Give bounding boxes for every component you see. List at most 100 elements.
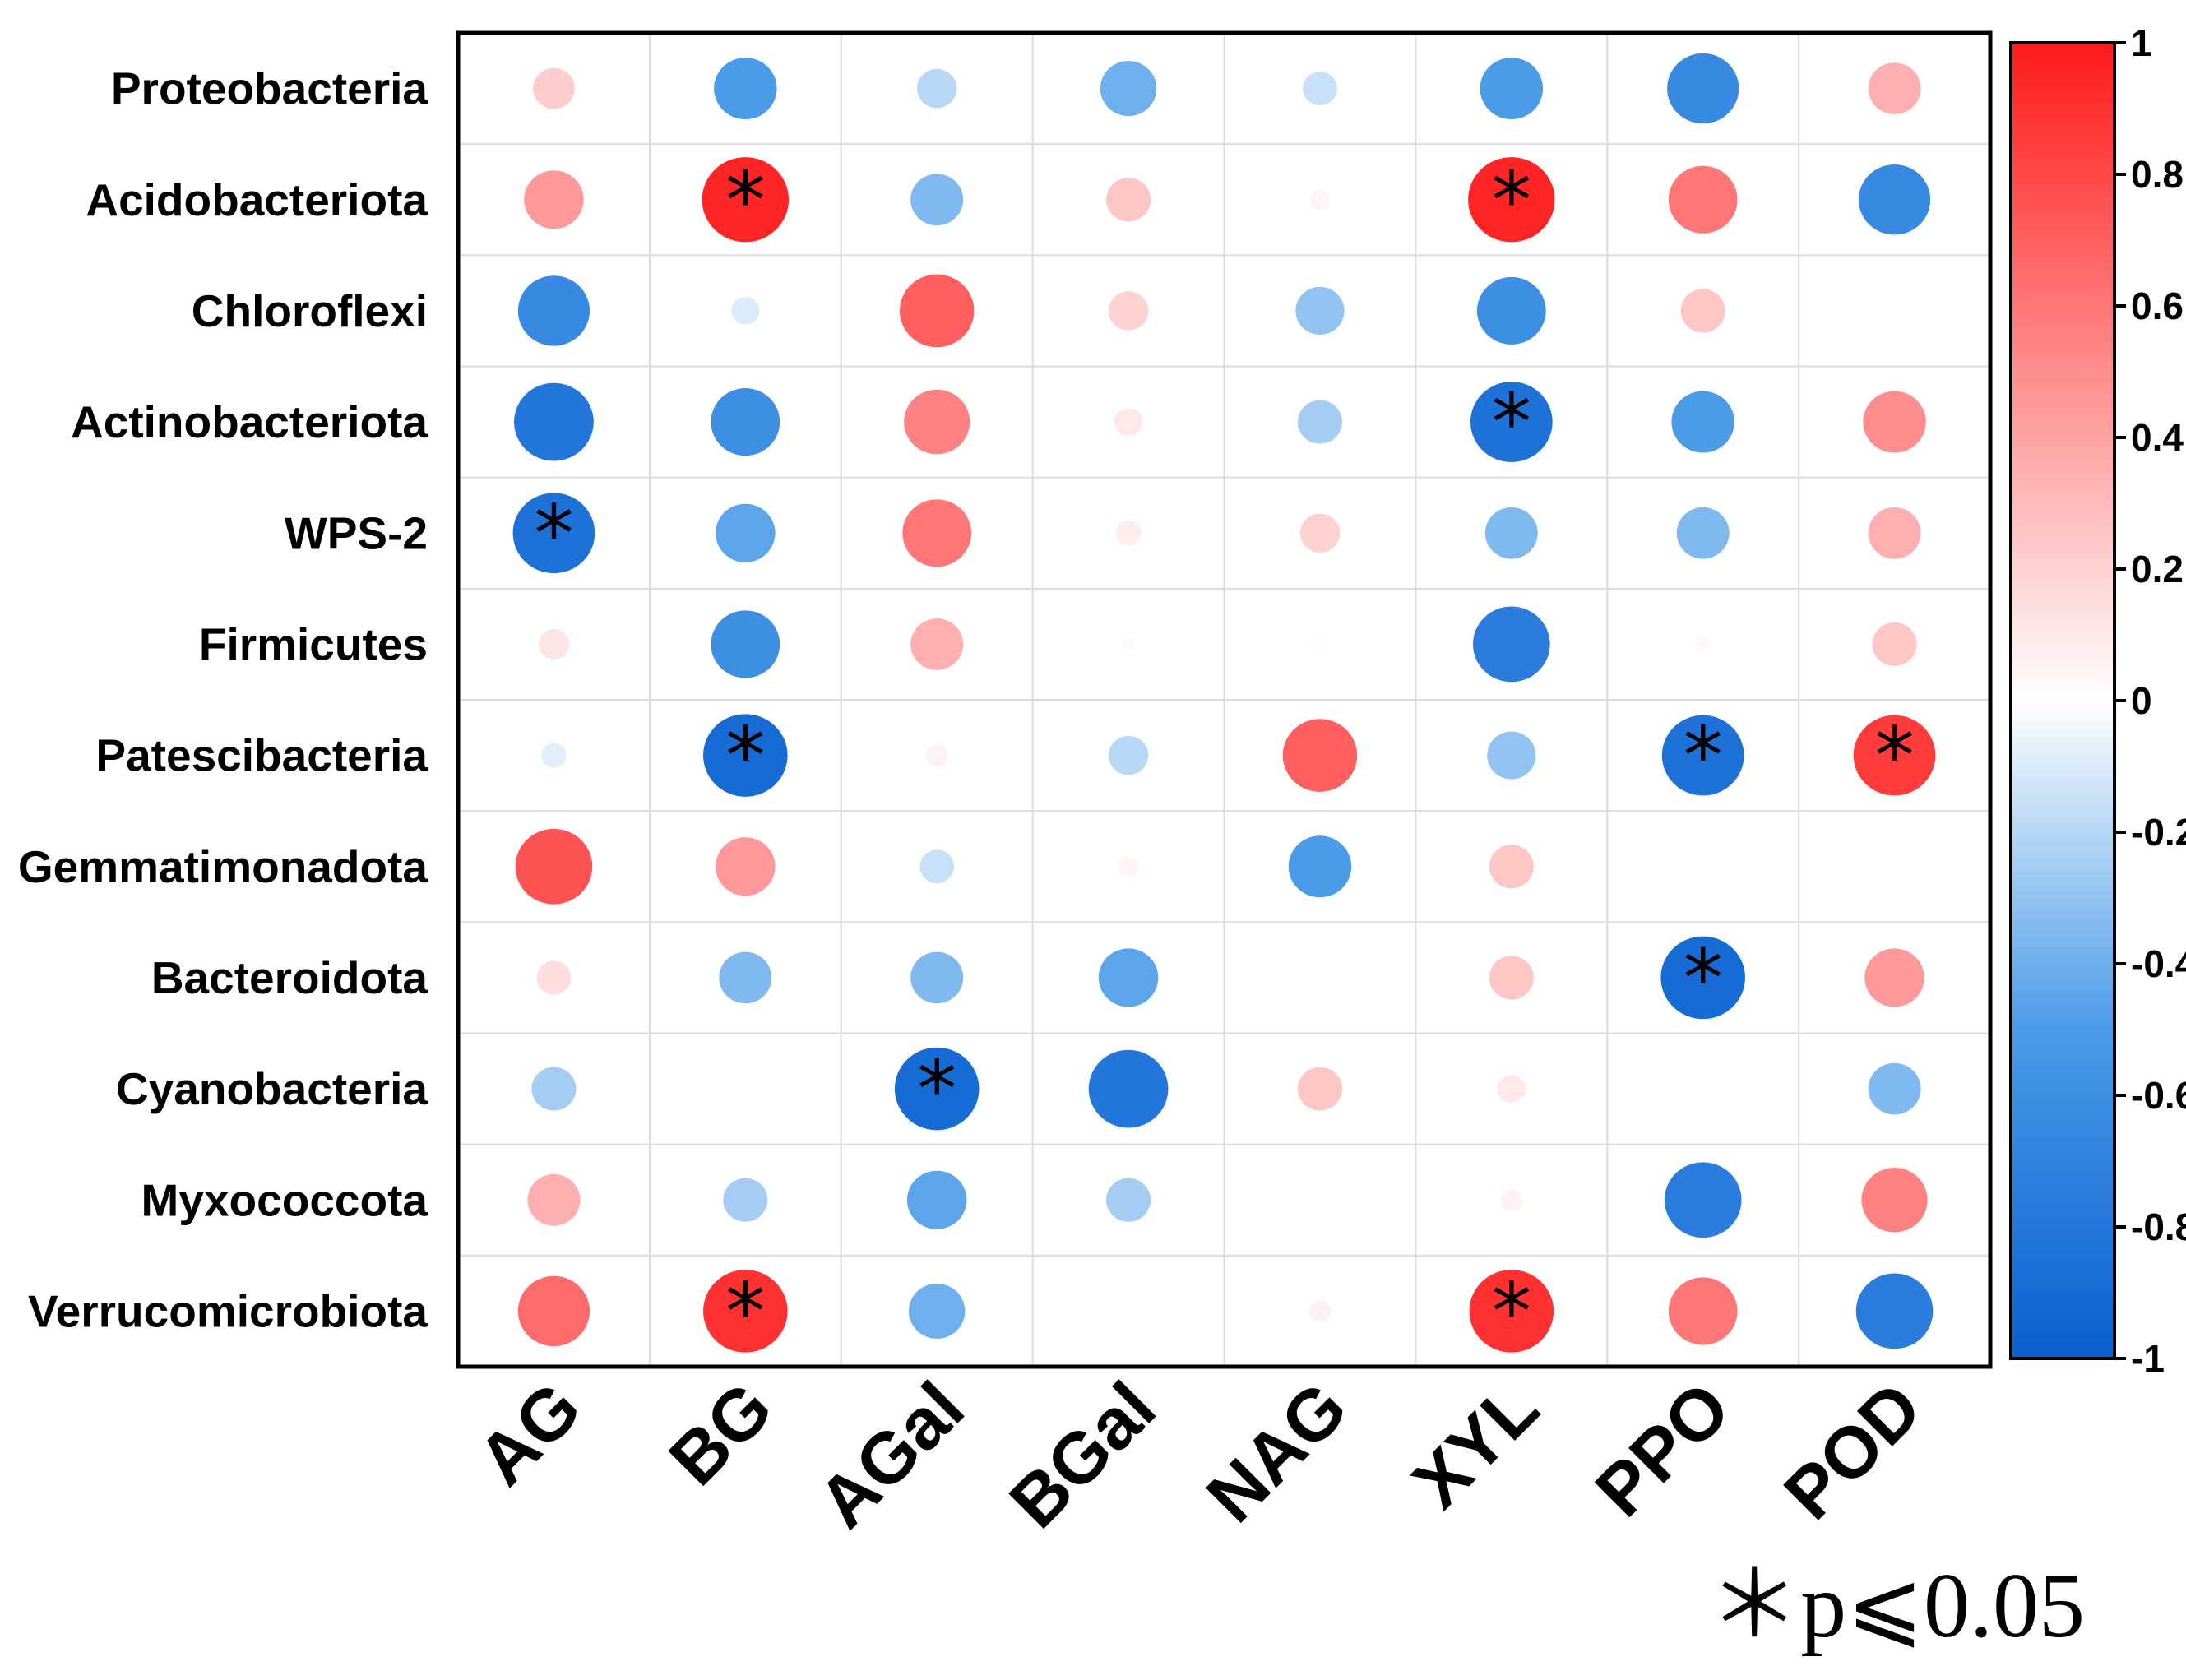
significance-note: ＊p⩽0.05 <box>1708 1555 2085 1657</box>
bubble-bacteroidota-bgal <box>1098 948 1159 1007</box>
row-label: Chloroflexi <box>192 285 428 336</box>
colorbar-tick-label: 0.8 <box>2131 153 2184 196</box>
colorbar-tick-label: -0.6 <box>2131 1074 2186 1117</box>
bubble-patescibacteria-ag <box>541 743 567 768</box>
bubble-wps-2-agal <box>902 499 972 567</box>
bubble-layer: * * * * * * * * * * * <box>512 53 1936 1358</box>
colorbar-tick-label: 0.6 <box>2131 285 2184 327</box>
bubble-gemmatimonadota-agal <box>919 849 955 884</box>
bubble-verrucomicrobiota-bg <box>703 1270 788 1353</box>
bubble-cyanobacteria-agal <box>894 1047 980 1131</box>
bubble-patescibacteria-bg <box>703 714 788 797</box>
bubble-acidobacteriota-bg <box>702 157 790 243</box>
bubble-wps-2-nag <box>1299 513 1341 553</box>
bubble-acidobacteriota-pod <box>1858 164 1931 235</box>
bubble-actinobacteriota-pod <box>1863 391 1926 453</box>
significance-star: * <box>1875 710 1915 803</box>
bubble-proteobacteria-bg <box>714 58 777 120</box>
bubble-acidobacteriota-bgal <box>1106 178 1151 222</box>
bubble-firmicutes-pod <box>1872 622 1917 666</box>
bubble-cyanobacteria-pod <box>1868 1062 1921 1115</box>
bubble-gemmatimonadota-xyl <box>1489 845 1534 889</box>
bubble-patescibacteria-nag <box>1282 719 1358 792</box>
bubble-gemmatimonadota-nag <box>1288 835 1352 898</box>
bubble-actinobacteriota-xyl <box>1470 382 1553 462</box>
column-label: AGal <box>802 1366 979 1543</box>
colorbar-tick-label: 0.4 <box>2131 416 2184 459</box>
bubble-acidobacteriota-agal <box>910 174 964 226</box>
row-label: Patescibacteria <box>95 730 428 781</box>
grid-lines <box>458 33 1990 1367</box>
column-label: POD <box>1768 1366 1937 1534</box>
column-label: NAG <box>1191 1366 1362 1537</box>
bubble-gemmatimonadota-ag <box>515 828 593 905</box>
bubble-patescibacteria-ppo <box>1661 715 1744 796</box>
bubble-firmicutes-agal <box>910 618 964 670</box>
bubble-cyanobacteria-nag <box>1297 1067 1342 1111</box>
plot-frame <box>456 30 1993 1369</box>
bubble-wps-2-xyl <box>1484 507 1538 559</box>
colorbar-tick-label: -0.8 <box>2131 1206 2186 1248</box>
bubble-myxococcota-agal <box>906 1170 967 1229</box>
bubble-proteobacteria-ppo <box>1667 53 1739 124</box>
row-label: Acidobacteriota <box>86 174 428 225</box>
bubble-firmicutes-bgal <box>1122 637 1135 650</box>
bubble-bacteroidota-ppo <box>1660 936 1745 1020</box>
bubble-wps-2-bg <box>716 503 776 562</box>
bubble-myxococcota-bg <box>723 1178 768 1222</box>
colorbar-gradient <box>2009 41 2116 1360</box>
bubble-bacteroidota-agal <box>910 951 964 1004</box>
row-label: Cyanobacteria <box>116 1063 428 1114</box>
bubble-wps-2-ag <box>512 493 595 574</box>
bubble-proteobacteria-pod <box>1868 62 1921 114</box>
bubble-myxococcota-bgal <box>1106 1178 1151 1222</box>
bubble-verrucomicrobiota-nag <box>1308 1300 1332 1322</box>
row-label: Verrucomicrobiota <box>28 1285 428 1336</box>
bubble-verrucomicrobiota-agal <box>908 1283 966 1339</box>
column-label: AG <box>462 1366 596 1500</box>
column-label: BG <box>653 1366 787 1500</box>
row-label: Myxococcota <box>141 1174 428 1225</box>
bubble-actinobacteriota-nag <box>1297 400 1342 444</box>
bubble-chloroflexi-ppo <box>1680 289 1725 333</box>
row-label: Actinobacteriota <box>71 396 428 447</box>
bubble-actinobacteriota-ppo <box>1671 391 1734 453</box>
row-label: WPS-2 <box>285 507 428 558</box>
colorbar: 1 0.8 0.6 0.4 0.2 0 -0.2 -0.4 -0.6 -0.8 -1 <box>2009 21 2186 1380</box>
column-label: XYL <box>1396 1366 1554 1523</box>
row-label: Firmicutes <box>199 618 428 669</box>
bubble-chloroflexi-bgal <box>1108 291 1149 331</box>
row-label: Gemmatimonadota <box>18 841 428 892</box>
bubble-firmicutes-nag <box>1315 640 1325 649</box>
bubble-cyanobacteria-bgal <box>1088 1049 1169 1128</box>
bubble-verrucomicrobiota-ag <box>517 1275 590 1347</box>
bubble-myxococcota-xyl <box>1500 1189 1523 1211</box>
bubble-wps-2-bgal <box>1115 521 1142 546</box>
significance-star: * <box>725 1266 765 1358</box>
bubble-proteobacteria-ag <box>533 67 575 109</box>
bubble-gemmatimonadota-bg <box>716 837 776 896</box>
bubble-myxococcota-pod <box>1861 1167 1928 1233</box>
row-labels: Proteobacteria Acidobacteriota Chloroflexi… <box>18 63 428 1337</box>
bubble-bacteroidota-xyl <box>1489 956 1534 1000</box>
bubble-bacteroidota-bg <box>719 951 772 1004</box>
bubble-chloroflexi-nag <box>1295 286 1345 335</box>
bubble-chloroflexi-ag <box>517 275 590 346</box>
bubble-actinobacteriota-agal <box>904 389 970 455</box>
bubble-chloroflexi-xyl <box>1476 276 1546 345</box>
bubble-gemmatimonadota-bgal <box>1118 856 1139 877</box>
bubble-wps-2-pod <box>1868 507 1921 559</box>
bubble-actinobacteriota-bgal <box>1114 408 1143 436</box>
significance-star: * <box>1492 155 1531 247</box>
significance-star: * <box>1683 710 1723 803</box>
bubble-proteobacteria-bgal <box>1100 61 1157 117</box>
bubble-wps-2-ppo <box>1676 507 1730 559</box>
colorbar-tick-label: -0.2 <box>2131 811 2186 854</box>
bubble-chloroflexi-bg <box>731 297 760 325</box>
bubble-firmicutes-bg <box>711 610 780 678</box>
bubble-patescibacteria-bgal <box>1108 735 1149 775</box>
row-label: Proteobacteria <box>111 63 428 114</box>
colorbar-tick-label: -0.4 <box>2131 942 2186 985</box>
significance-star: * <box>1683 933 1723 1025</box>
